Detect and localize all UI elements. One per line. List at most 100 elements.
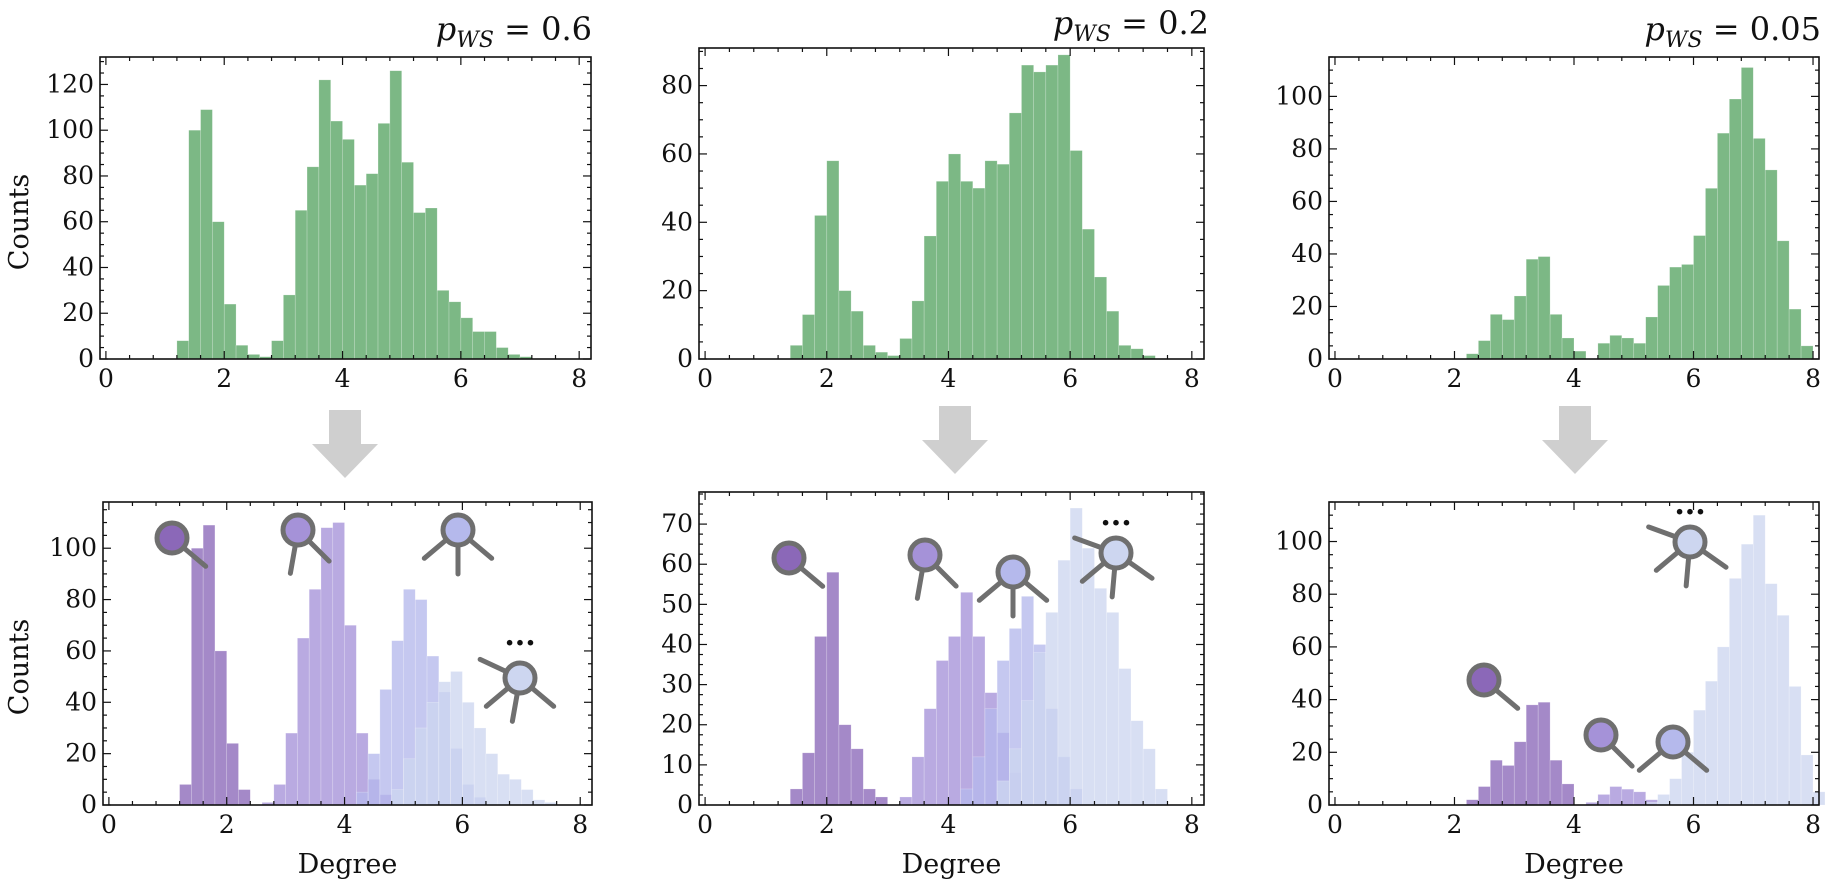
y-tick-label: 60: [62, 207, 94, 236]
ellipsis-label: ...: [504, 618, 535, 653]
bar-all: [1501, 319, 1515, 360]
bar-all: [1645, 316, 1658, 360]
x-tick-label: 4: [941, 810, 957, 839]
x-tick-label: 4: [1566, 810, 1582, 839]
bar-all: [1094, 276, 1107, 360]
bar-all: [472, 331, 485, 360]
x-tick-label: 2: [219, 810, 235, 839]
bar-all: [176, 340, 190, 360]
degree-3-node-icon: [976, 554, 1050, 619]
plot-frame: [698, 47, 1205, 360]
x-tick-label: 8: [1184, 364, 1200, 393]
bar-degree-1: [1501, 765, 1515, 806]
bar-all: [1537, 256, 1551, 360]
bar-all: [1705, 188, 1718, 360]
bar-degree-3: [367, 753, 381, 806]
degree-4-node-icon: [1072, 535, 1155, 600]
y-tick-label: 0: [1307, 344, 1323, 373]
bar-all: [1057, 54, 1071, 360]
bar-degree-4: [1752, 514, 1766, 806]
x-tick-label: 0: [1327, 810, 1343, 839]
degree-1-node-icon: [771, 540, 826, 589]
x-tick-label: 4: [941, 364, 957, 393]
y-tick-label: 40: [1291, 239, 1323, 268]
bar-all: [789, 345, 803, 360]
bar-degree-4: [1142, 748, 1156, 806]
bar-all: [1717, 132, 1730, 360]
bar-degree-4: [509, 779, 522, 806]
bar-degree-4: [1057, 559, 1071, 806]
bar-all: [984, 160, 998, 360]
bar-all: [1609, 335, 1623, 360]
y-tick-label: 60: [65, 636, 97, 665]
degree-2-node-icon: [907, 537, 959, 601]
bar-degree-4: [1008, 748, 1022, 806]
bar-degree-4: [1130, 720, 1144, 806]
bar-degree-2: [273, 784, 286, 806]
bar-degree-4: [414, 727, 428, 806]
y-tick-label: 80: [62, 161, 94, 190]
bar-all: [401, 161, 414, 360]
x-tick-label: 4: [335, 364, 351, 393]
y-tick-label: 0: [81, 790, 97, 819]
y-tick-label: 60: [661, 549, 693, 578]
bar-all: [283, 294, 296, 360]
y-tick-label: 40: [62, 252, 94, 281]
bar-all: [1764, 169, 1778, 360]
y-axis-title: Counts: [4, 619, 35, 715]
bar-all: [448, 301, 462, 360]
degree-2-node-icon: [1583, 717, 1635, 769]
bar-degree-2: [1609, 786, 1623, 806]
y-tick-label: 20: [65, 739, 97, 768]
bar-degree-1: [1525, 704, 1539, 806]
bar-degree-4: [1717, 646, 1730, 806]
bar-all: [1621, 337, 1635, 360]
bar-all: [1033, 71, 1047, 360]
bar-degree-1: [191, 547, 204, 806]
bar-all: [1800, 345, 1814, 360]
bar-all: [188, 129, 201, 360]
bar-all: [923, 235, 937, 360]
bar-degree-1: [862, 788, 876, 806]
y-tick-label: 100: [1275, 81, 1323, 110]
bar-degree-4: [403, 758, 416, 806]
bar-all: [318, 79, 332, 360]
y-axis-title: Counts: [4, 174, 35, 270]
bar-degree-4: [1729, 578, 1742, 806]
y-tick-label: 20: [62, 298, 94, 327]
x-tick-label: 0: [101, 810, 117, 839]
bar-all: [1741, 67, 1754, 360]
bar-degree-3: [984, 708, 998, 806]
down-arrow-icon: [922, 406, 988, 474]
bar-all: [365, 173, 379, 360]
x-axis-title: Degree: [1524, 849, 1624, 880]
bar-degree-4: [485, 753, 499, 806]
y-tick-label: 120: [46, 69, 94, 98]
bar-degree-4: [391, 789, 404, 806]
y-tick-label: 80: [1291, 579, 1323, 608]
y-tick-label: 80: [65, 585, 97, 614]
bar-all: [200, 109, 213, 360]
y-tick-label: 40: [1291, 685, 1323, 714]
degree-4-node-icon: [1646, 524, 1729, 589]
y-tick-label: 10: [661, 750, 693, 779]
ellipsis-label: ...: [1100, 498, 1131, 533]
bar-degree-2: [948, 636, 961, 806]
bar-all: [330, 120, 343, 360]
bar-degree-4: [1021, 700, 1034, 806]
x-tick-label: 2: [216, 364, 232, 393]
y-tick-label: 20: [661, 276, 693, 305]
bar-all: [235, 344, 249, 360]
bar-all: [1657, 285, 1670, 360]
bar-all: [935, 180, 949, 360]
bar-all: [826, 160, 840, 360]
bar-degree-4: [1776, 614, 1790, 806]
bar-degree-4: [1764, 583, 1778, 806]
bar-degree-4: [1705, 680, 1718, 806]
bar-degree-1: [814, 636, 828, 806]
bar-all: [460, 317, 473, 360]
bar-all: [306, 166, 320, 360]
bar-all: [1082, 228, 1095, 360]
